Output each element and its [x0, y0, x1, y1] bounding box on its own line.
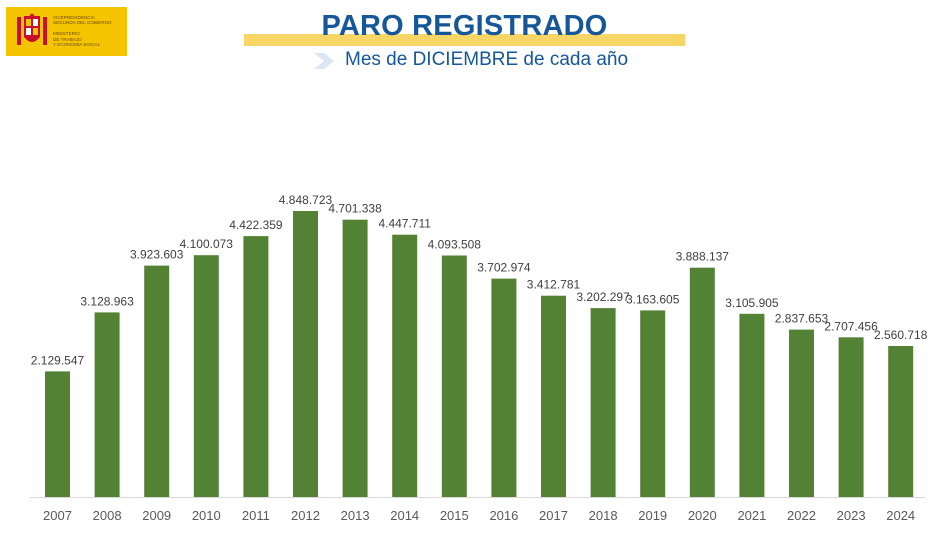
title-underline-band: [244, 34, 685, 46]
bar-2018: [590, 308, 616, 497]
bar-2024: [888, 346, 914, 497]
x-tick-label-2023: 2023: [837, 508, 866, 523]
data-label-2023: 2.707.456: [824, 319, 878, 333]
bar-2017: [541, 295, 566, 497]
bar-2014: [392, 234, 418, 497]
bar-2010: [193, 255, 219, 497]
data-label-2008: 3.128.963: [80, 294, 134, 308]
bar-2016: [491, 278, 517, 497]
logo-line-4: DE TRABAJO: [53, 36, 82, 42]
logo-line-1: VICEPRESIDENCIA: [53, 15, 95, 20]
data-label-2012: 4.848.723: [279, 193, 333, 207]
x-tick-label-2011: 2011: [242, 508, 270, 523]
bar-2015: [441, 255, 467, 497]
data-label-2013: 4.701.338: [328, 202, 382, 216]
data-label-2021: 3.105.905: [725, 296, 779, 310]
x-tick-label-2010: 2010: [192, 508, 221, 523]
bar-2011: [243, 236, 269, 497]
data-label-2016: 3.702.974: [477, 261, 531, 275]
data-label-2017: 3.412.781: [527, 278, 581, 292]
x-tick-label-2021: 2021: [737, 508, 766, 523]
x-tick-label-2013: 2013: [341, 508, 370, 523]
logo-line-2: SEGUNDA DEL GOBIERNO: [53, 20, 112, 26]
data-label-2014: 4.447.711: [378, 217, 431, 231]
data-label-2020: 3.888.137: [676, 250, 730, 264]
bar-2023: [838, 337, 864, 497]
data-label-2015: 4.093.508: [428, 238, 482, 252]
chart-title: PARO REGISTRADO: [321, 10, 608, 42]
x-tick-label-2022: 2022: [787, 508, 816, 523]
data-label-2009: 3.923.603: [130, 248, 184, 262]
x-tick-label-2019: 2019: [638, 508, 667, 523]
x-tick-label-2012: 2012: [291, 508, 320, 523]
data-label-2010: 4.100.073: [180, 237, 234, 251]
x-tick-label-2017: 2017: [539, 508, 568, 523]
bar-2013: [342, 219, 368, 497]
x-tick-label-2018: 2018: [589, 508, 618, 523]
bar-2007: [45, 371, 70, 497]
data-label-2018: 3.202.297: [576, 290, 630, 304]
x-tick-label-2008: 2008: [93, 508, 122, 523]
x-tick-label-2015: 2015: [440, 508, 469, 523]
bar-2009: [144, 265, 170, 497]
chevron-right-icon: [314, 53, 334, 69]
x-tick-label-2007: 2007: [43, 508, 72, 523]
government-logo: VICEPRESIDENCIA SEGUNDA DEL GOBIERNO MIN…: [6, 7, 127, 56]
data-label-2024: 2.560.718: [874, 328, 928, 342]
x-tick-label-2014: 2014: [390, 508, 419, 523]
x-tick-label-2020: 2020: [688, 508, 717, 523]
bar-2008: [94, 312, 120, 497]
bar-2021: [739, 313, 765, 497]
chart-subtitle: Mes de DICIEMBRE de cada año: [345, 49, 629, 70]
x-tick-label-2024: 2024: [886, 508, 915, 523]
logo-line-5: Y ECONOMÍA SOCIAL: [53, 41, 101, 47]
data-label-2011: 4.422.359: [229, 218, 283, 232]
data-label-2022: 2.837.653: [775, 312, 829, 326]
bar-2022: [789, 329, 814, 497]
bar-2020: [689, 267, 715, 497]
data-label-2019: 3.163.605: [626, 292, 680, 306]
x-tick-label-2009: 2009: [142, 508, 171, 523]
bar-2019: [640, 310, 666, 497]
spain-coat-of-arms-icon: [17, 13, 47, 45]
logo-text: VICEPRESIDENCIA SEGUNDA DEL GOBIERNO MIN…: [53, 15, 125, 47]
logo-line-3: MINISTERIO: [53, 31, 80, 37]
bar-2012: [293, 211, 318, 497]
data-label-2007: 2.129.547: [31, 353, 85, 367]
x-tick-label-2016: 2016: [489, 508, 518, 523]
